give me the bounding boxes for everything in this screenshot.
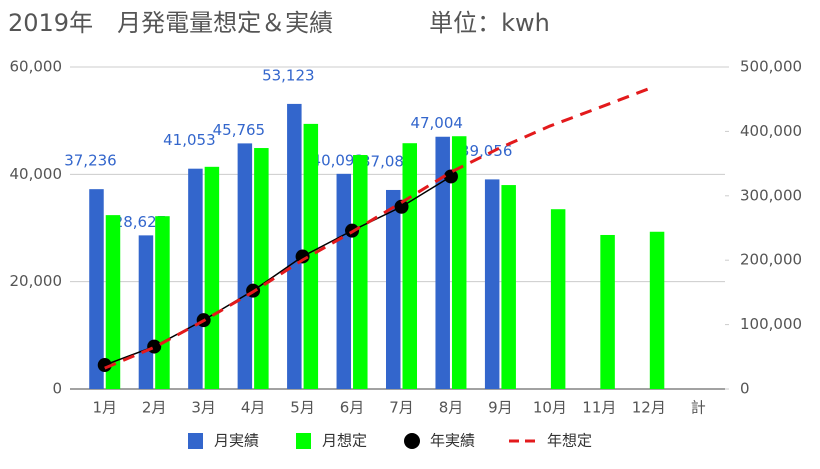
y2-tick-label: 200,000 [740, 251, 802, 269]
y2-tick-label: 500,000 [740, 58, 802, 76]
bar [188, 168, 203, 389]
bar [600, 234, 615, 389]
bar [105, 215, 121, 389]
bar [402, 143, 417, 389]
data-label: 39,056 [460, 142, 513, 160]
x-tick-label: 10月 [533, 399, 567, 417]
marker [97, 358, 112, 373]
bar [386, 189, 401, 389]
bar [138, 235, 154, 389]
x-tick-label: 8月 [439, 399, 464, 417]
bar [435, 136, 450, 389]
legend-swatch [188, 433, 203, 449]
data-label: 37,088 [361, 152, 414, 170]
x-tick-label: 1月 [92, 399, 117, 417]
y-tick-label: 40,000 [10, 165, 63, 183]
x-tick-label: 6月 [340, 399, 365, 417]
marker [443, 169, 458, 184]
x-tick-label: 4月 [241, 399, 266, 417]
bar [287, 103, 302, 390]
marker [295, 249, 310, 264]
x-tick-label: 11月 [582, 399, 616, 417]
bar [550, 209, 566, 389]
legend-label: 月実績 [214, 432, 259, 450]
y2-tick-label: 100,000 [740, 315, 802, 333]
x-tick-label: 7月 [389, 399, 414, 417]
legend-label: 月想定 [322, 432, 367, 450]
x-tick-label: 2月 [142, 399, 167, 417]
legend-label: 年想定 [547, 432, 592, 450]
bar [353, 155, 368, 389]
data-label: 41,053 [163, 131, 216, 149]
y-tick-label: 20,000 [10, 272, 63, 290]
x-tick-label: 5月 [290, 399, 315, 417]
data-label: 45,765 [213, 121, 266, 139]
bar [336, 173, 352, 389]
x-tick-label: 12月 [632, 399, 666, 417]
y2-tick-label: 300,000 [740, 186, 802, 204]
marker [147, 339, 162, 354]
bar [254, 148, 269, 389]
y2-tick-label: 0 [740, 380, 750, 398]
bar [649, 231, 665, 389]
x-tick-label: 計 [691, 399, 706, 417]
y-tick-label: 0 [52, 380, 62, 398]
data-label: 28,627 [114, 213, 167, 231]
bar [89, 189, 104, 389]
bar [303, 123, 319, 390]
line [104, 87, 650, 370]
legend-swatch [296, 433, 311, 449]
y-tick-label: 60,000 [10, 58, 63, 76]
bar [237, 143, 253, 389]
marker [394, 199, 409, 214]
data-label: 37,236 [64, 152, 117, 170]
data-label: 40,093 [312, 151, 365, 169]
bar [501, 185, 516, 389]
data-label: 47,004 [410, 114, 463, 132]
bar [204, 166, 220, 389]
y2-tick-label: 400,000 [740, 122, 802, 140]
chart-title: 2019年 月発電量想定＆実績 単位：kwh [8, 9, 550, 37]
legend-label: 年実績 [430, 432, 475, 450]
bar [451, 136, 467, 389]
x-tick-label: 9月 [488, 399, 513, 417]
data-label: 53,123 [262, 66, 315, 84]
bar [484, 179, 500, 389]
x-tick-label: 3月 [191, 399, 216, 417]
legend-swatch [404, 433, 420, 449]
bar [155, 216, 170, 389]
